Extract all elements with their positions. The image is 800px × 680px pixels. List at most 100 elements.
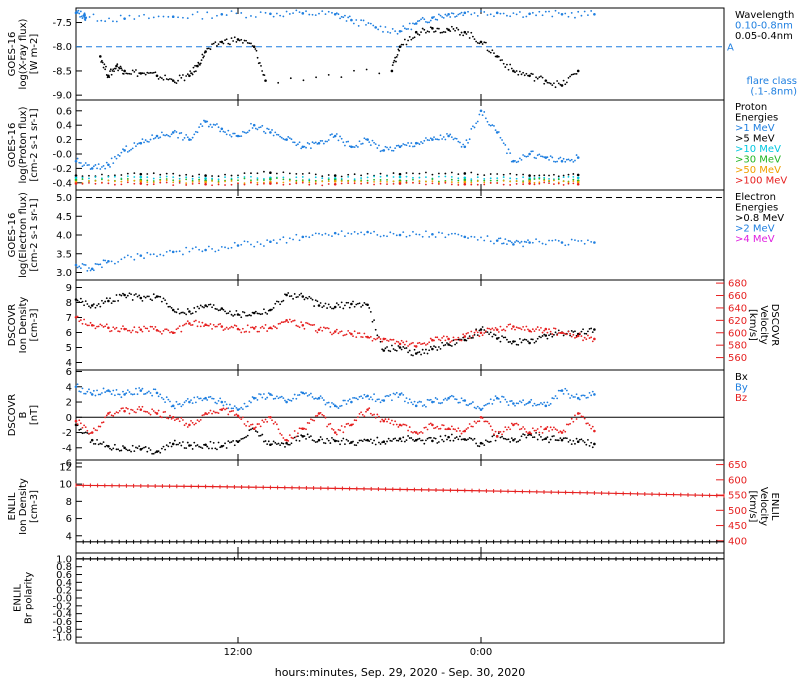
series-point (178, 250, 181, 253)
y-tick-label: -0.2 (52, 164, 72, 175)
series-point (352, 335, 354, 338)
series-point (428, 235, 431, 238)
series-point (517, 160, 520, 163)
series-point (361, 336, 364, 338)
series-point (335, 133, 338, 135)
series-point (220, 307, 224, 310)
series-point (186, 426, 189, 428)
series-point (344, 425, 346, 428)
series-point (580, 438, 583, 441)
series-point (254, 310, 257, 313)
series-point (352, 397, 354, 399)
series-point (104, 391, 107, 394)
series-point (489, 181, 492, 184)
series-point (373, 319, 375, 321)
series-point (96, 389, 98, 392)
series-point (347, 16, 350, 19)
series-point (575, 336, 578, 339)
series-point (574, 396, 576, 398)
series-point (314, 330, 317, 332)
series-point (288, 237, 291, 240)
series-point (363, 233, 366, 236)
series-point (175, 250, 178, 253)
y2-tick-label: 500 (728, 506, 747, 517)
series-point (423, 404, 426, 406)
y-axis-label-line: DSCOVR (7, 304, 18, 347)
y-axis-label: DSCOVR B [nT] (7, 394, 40, 437)
series-point (337, 139, 340, 142)
series-point (101, 421, 103, 424)
series-point (288, 434, 291, 437)
series-point (230, 135, 233, 138)
series-point (250, 314, 252, 317)
series-point (199, 446, 202, 449)
series-point (425, 183, 427, 186)
series-point (199, 62, 202, 65)
series-point (277, 397, 280, 400)
series-point (590, 327, 593, 330)
series-point (188, 423, 191, 427)
series-point (171, 442, 175, 446)
series-point (476, 14, 479, 17)
series-point (405, 424, 408, 427)
series-point (400, 30, 403, 33)
series-point (347, 232, 350, 235)
series-point (154, 388, 157, 391)
series-point (128, 292, 131, 295)
y2-tick-label: 620 (728, 316, 747, 327)
series-point (101, 392, 103, 394)
series-point (331, 436, 333, 439)
y-axis-label: GOES-16 log(X-ray flux) [W m-2] (7, 18, 40, 89)
series-point (285, 138, 288, 141)
series-point (394, 30, 397, 33)
series-point (126, 294, 129, 297)
series-point (358, 332, 361, 334)
series-point (379, 179, 382, 181)
series-point (484, 117, 487, 120)
series-point (155, 412, 159, 415)
series-point (548, 430, 550, 432)
series-point (544, 243, 547, 246)
series-point (201, 17, 204, 20)
series-point (230, 180, 233, 182)
series-point (144, 327, 147, 330)
series-point (162, 78, 165, 81)
panel-frame (75, 279, 725, 371)
series-point (455, 137, 458, 140)
series-point (441, 336, 444, 339)
series-point (373, 141, 375, 144)
y-axis-label-line: [cm-3] (29, 490, 40, 523)
series-point (261, 325, 264, 328)
series-point (227, 440, 230, 443)
series-point (376, 234, 379, 236)
series-point (252, 396, 256, 400)
legend-entry: >50 MeV (735, 165, 781, 176)
series-point (185, 322, 188, 325)
series-point (507, 148, 510, 151)
series-point (472, 335, 474, 337)
y-axis-label-line: GOES-16 (7, 32, 18, 77)
series-point (543, 82, 546, 85)
series-point (225, 133, 228, 136)
series-point (311, 396, 314, 398)
series-point (386, 146, 388, 149)
series-point (133, 294, 136, 296)
series-point (506, 401, 508, 403)
series-point (92, 303, 95, 306)
series-point (308, 178, 311, 181)
series-point (97, 303, 100, 305)
series-point (305, 235, 307, 238)
series-point (476, 120, 479, 123)
series-point (363, 438, 366, 441)
series-point (212, 123, 215, 126)
series-point (314, 181, 317, 183)
series-point (410, 28, 413, 31)
series-point (269, 131, 272, 134)
series-point (454, 29, 456, 32)
series-point (491, 335, 494, 338)
series-point (515, 422, 518, 425)
series-point (345, 438, 348, 441)
series-point (515, 343, 518, 346)
series-point (258, 126, 260, 129)
